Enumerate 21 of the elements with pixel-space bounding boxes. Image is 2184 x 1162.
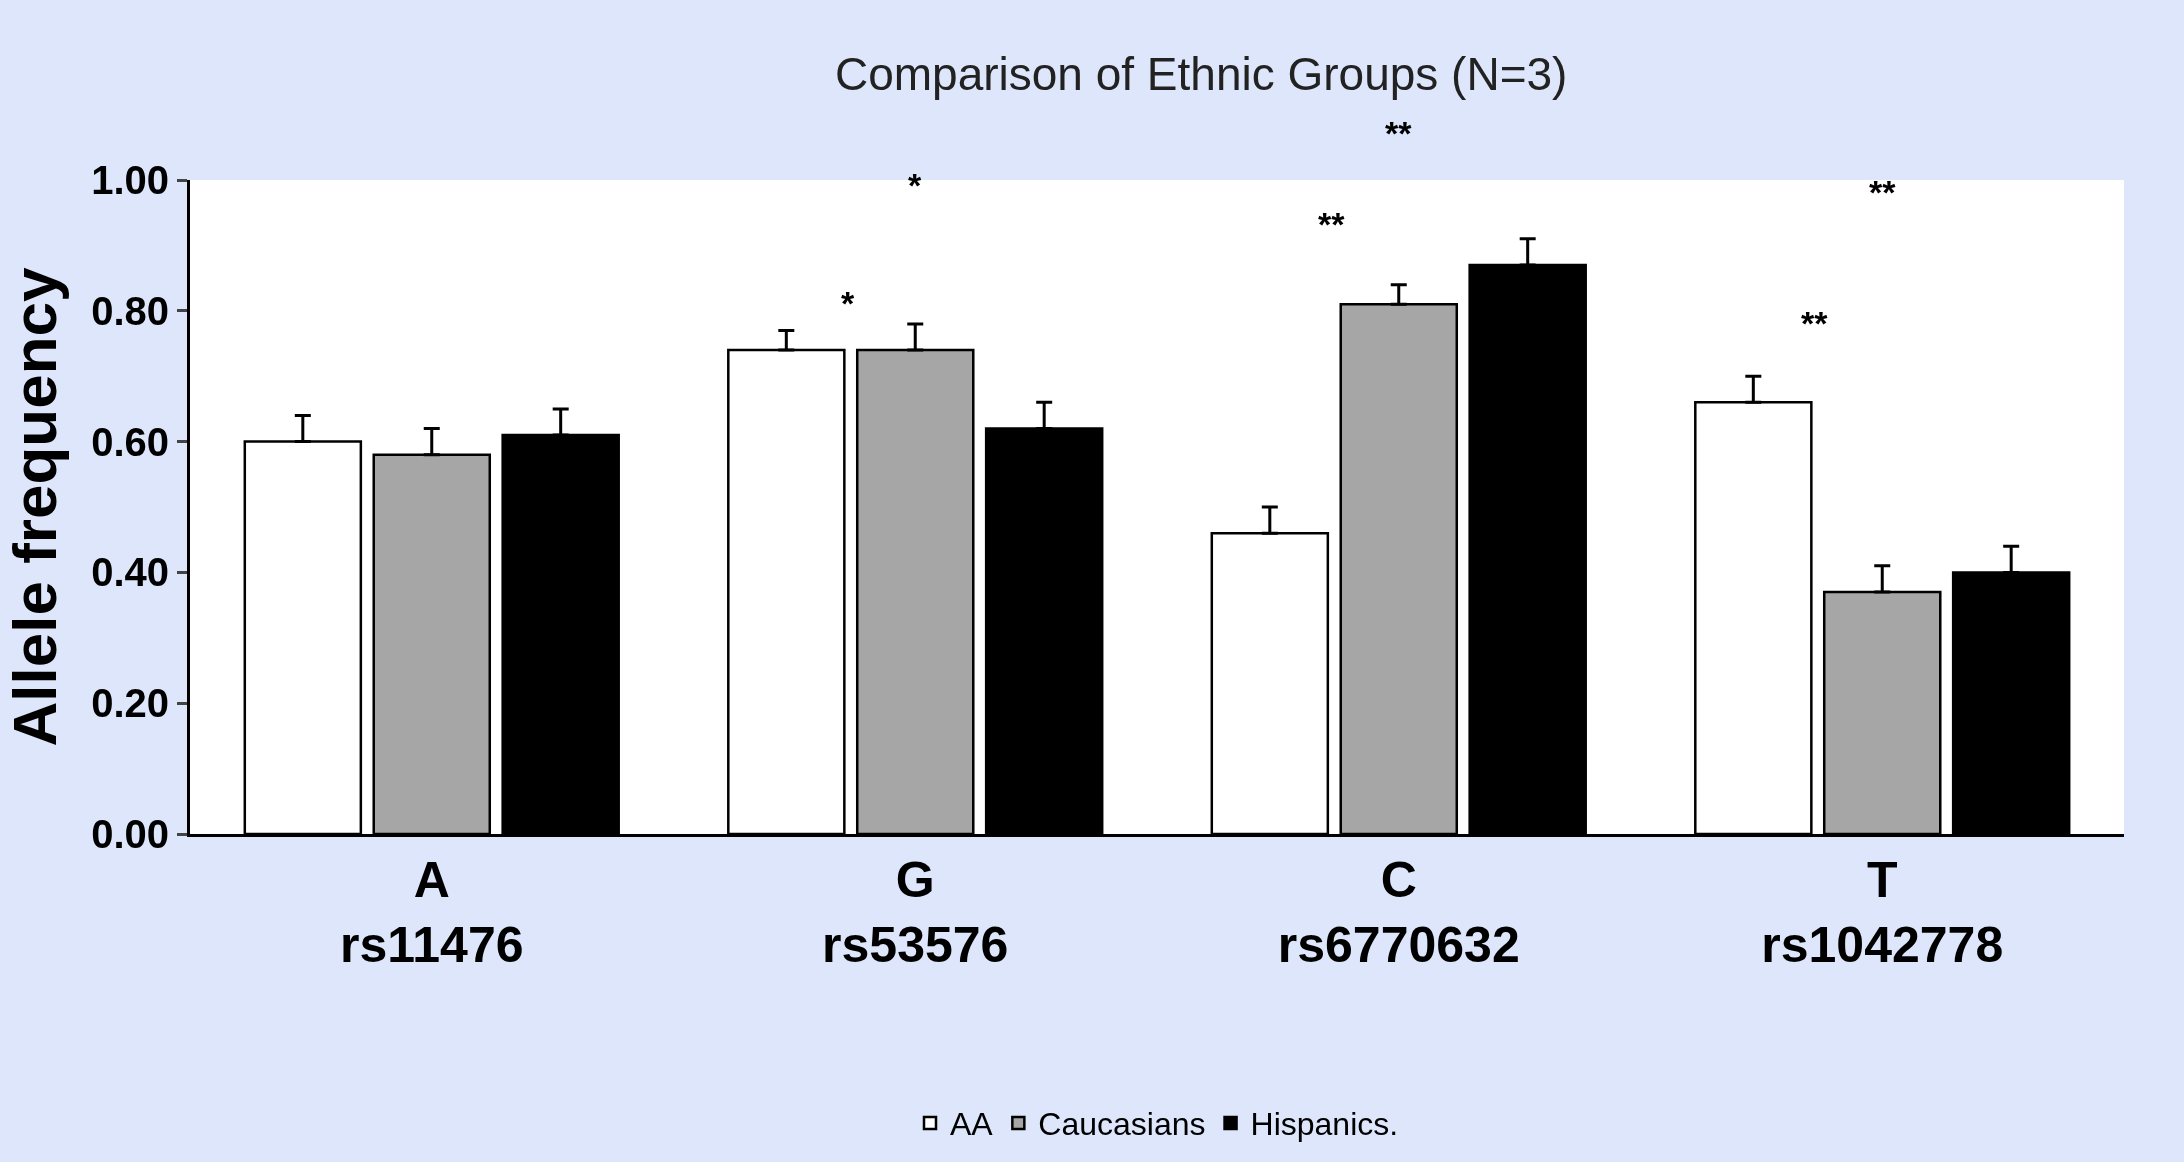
legend-label: Hispanics. [1250,1106,1399,1143]
x-tick-label: T rs1042778 [1761,852,2004,973]
y-tick-label: 0.00 [91,812,169,856]
y-tick-label: 1.00 [91,158,169,202]
x-tick-label: A rs11476 [339,852,524,973]
chart-title: Comparison of Ethnic Groups (N=3) [834,48,1568,101]
annotation: ** [1318,205,1346,243]
y-axis-title: Allele frequency [0,267,69,747]
y-tick-label: 0.60 [91,419,169,464]
y-tick-label: 0.80 [91,288,169,333]
annotation: * [841,284,855,322]
legend-label: AA [950,1106,994,1143]
annotation: * [908,166,922,204]
y-tick-label: 0.40 [91,550,169,595]
annotation: ** [1869,173,1897,211]
x-tick-label: C rs6770632 [1277,852,1520,973]
text: ** [1385,114,1413,152]
annotation: ** [1801,304,1829,342]
x-tick-label: G rs53576 [822,852,1009,973]
legend-label: Caucasians [1038,1106,1206,1143]
y-tick-label: 0.20 [91,681,169,726]
